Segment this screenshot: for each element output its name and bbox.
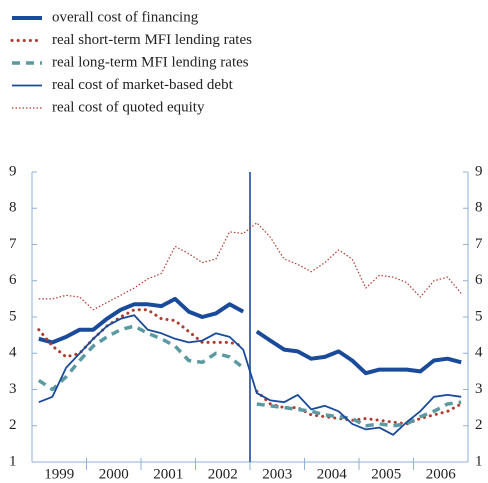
legend-label: real long-term MFI lending rates [52,54,249,70]
legend-label: real cost of quoted equity [52,99,205,115]
y2-tick-label: 3 [475,381,483,397]
legend-label: real short-term MFI lending rates [52,32,252,48]
series-line [38,296,245,345]
series-line [256,400,462,428]
y2-tick-label: 5 [475,308,483,324]
x-tick-label: 2006 [426,466,457,482]
y-tick-label: 8 [9,200,17,216]
y2-tick-label: 6 [475,272,483,288]
y-tick-label: 2 [9,417,17,433]
series-line [38,222,462,311]
y2-tick-label: 4 [475,345,483,361]
x-tick-label: 2003 [262,466,292,482]
y-tick-label: 1 [9,453,17,469]
series-line [37,308,245,359]
y2-tick-label: 1 [475,453,483,469]
legend-label: overall cost of financing [52,9,199,25]
legend-label: real cost of market-based debt [52,77,234,93]
x-tick-label: 2005 [371,466,401,482]
series-line [38,314,462,436]
y-tick-label: 3 [9,381,17,397]
y2-tick-label: 8 [475,200,483,216]
y2-tick-label: 9 [475,163,483,179]
x-tick-label: 2004 [317,466,348,482]
y-tick-label: 4 [9,345,17,361]
x-tick-label: 2000 [99,466,129,482]
x-tick-label: 2002 [208,466,238,482]
y-tick-label: 5 [9,308,17,324]
x-tick-label: 2001 [153,466,183,482]
y2-tick-label: 2 [475,417,483,433]
y-tick-label: 6 [9,272,17,288]
y2-tick-label: 7 [475,236,483,252]
y-tick-label: 9 [9,163,17,179]
y-tick-label: 7 [9,236,17,252]
series-line [255,329,462,376]
series-line [37,324,245,392]
x-tick-label: 1999 [44,466,74,482]
series-line [255,389,463,426]
